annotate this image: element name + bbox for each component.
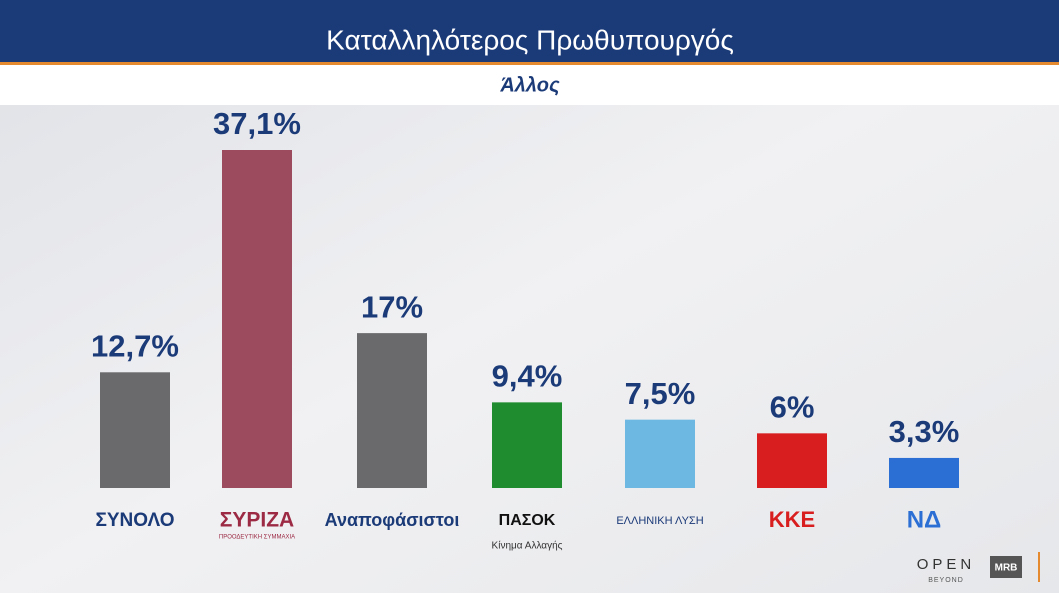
chart-title: Καταλληλότερος Πρωθυπουργός [326, 24, 734, 55]
channel-tagline: BEYOND [928, 577, 964, 584]
category-label: ΕΛΛΗΝΙΚΗ ΛΥΣΗ [616, 515, 703, 527]
pollster-logo: MRB [995, 563, 1018, 574]
category-label: ΣΥΡΙΖΑ [220, 509, 294, 532]
bar [357, 333, 427, 488]
category-label: Αναποφάσιστοι [325, 510, 460, 530]
value-label: 37,1% [213, 106, 301, 141]
category-label: ΚΚΕ [769, 507, 815, 532]
value-label: 3,3% [889, 414, 960, 449]
category-label: ΝΔ [907, 506, 942, 533]
value-label: 9,4% [492, 359, 563, 394]
bar [222, 150, 292, 488]
chart-subtitle: Άλλος [499, 74, 560, 96]
category-note: Κίνημα Αλλαγής [492, 540, 563, 552]
pollster-box [990, 556, 1022, 578]
category-label: ΣΥΝΟΛΟ [95, 510, 174, 531]
bar [625, 419, 695, 488]
bar [492, 402, 562, 488]
category-note: ΠΡΟΟΔΕΥΤΙΚΗ ΣΥΜΜΑΧΙΑ [219, 535, 295, 541]
title-band [0, 0, 1059, 64]
bar [757, 433, 827, 488]
value-label: 7,5% [625, 376, 696, 411]
value-label: 17% [361, 289, 423, 324]
accent-bar [1038, 552, 1040, 582]
accent-line [0, 62, 1059, 65]
subtitle-band [0, 65, 1059, 105]
bar [889, 457, 959, 488]
channel-logo: OPEN [917, 556, 976, 573]
category-label: ΠΑΣΟΚ [499, 512, 556, 529]
bar [100, 372, 170, 488]
value-label: 12,7% [91, 328, 179, 363]
value-label: 6% [770, 390, 815, 425]
